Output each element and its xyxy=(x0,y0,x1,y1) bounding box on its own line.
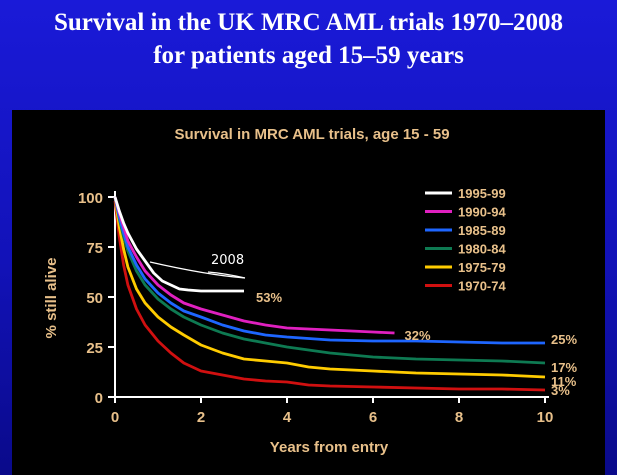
series-line-1980-84 xyxy=(113,196,546,365)
end-label-1995-99: 53% xyxy=(256,290,282,305)
chart-title: Survival in MRC AML trials, age 15 - 59 xyxy=(174,126,449,143)
x-tick-label: 4 xyxy=(283,409,292,426)
series-line-1975-79 xyxy=(113,196,546,379)
series-lines xyxy=(113,196,546,392)
end-label-1970-74: 3% xyxy=(551,383,570,398)
chart-panel xyxy=(12,110,605,475)
end-label-1990-94: 32% xyxy=(405,328,431,343)
series-line-1985-89 xyxy=(113,196,545,345)
annotation-arrow-tail xyxy=(207,271,246,279)
legend-label-1990-94: 1990-94 xyxy=(458,205,506,220)
x-tick-label: 6 xyxy=(369,409,377,426)
y-tick-label: 25 xyxy=(86,340,103,357)
series-line-1995-99 xyxy=(113,196,244,293)
end-label-1980-84: 17% xyxy=(551,360,577,375)
slide-title: Survival in the UK MRC AML trials 1970–2… xyxy=(0,6,617,72)
y-tick-label: 0 xyxy=(95,390,103,407)
series-line-1970-74 xyxy=(113,200,546,392)
annotation-text: 2008 xyxy=(211,253,244,268)
y-axis-label: % still alive xyxy=(43,258,60,339)
x-tick-label: 8 xyxy=(455,409,463,426)
x-tick-label: 0 xyxy=(111,409,119,426)
end-label-1985-89: 25% xyxy=(551,332,577,347)
axes: 0 25 50 75 100 0 2 4 6 8 10 xyxy=(78,190,553,426)
legend-label-1985-89: 1985-89 xyxy=(458,223,506,238)
x-tick-label: 2 xyxy=(197,409,205,426)
legend-label-1970-74: 1970-74 xyxy=(458,279,506,294)
end-label-1975-79: 11% xyxy=(551,374,577,389)
annotation: 2008 xyxy=(149,253,246,279)
legend-label-1980-84: 1980-84 xyxy=(458,242,506,257)
series-line-1990-94 xyxy=(113,196,395,335)
end-labels: 3%11%17% 25% 32% 53% xyxy=(256,290,577,398)
legend: 1995-99 1990-94 1985-89 1980-84 1975-79 1970-… xyxy=(425,186,506,294)
y-tick-label: 50 xyxy=(86,290,103,307)
annotation-arrow xyxy=(149,261,246,279)
slide-title-line2: for patients aged 15–59 years xyxy=(153,42,464,69)
legend-label-1995-99: 1995-99 xyxy=(458,186,506,201)
y-tick-label: 100 xyxy=(78,190,103,207)
x-tick-label: 10 xyxy=(537,409,554,426)
slide-title-line1: Survival in the UK MRC AML trials 1970–2… xyxy=(53,9,564,36)
legend-label-1975-79: 1975-79 xyxy=(458,260,506,275)
x-axis-label: Years from entry xyxy=(270,439,389,456)
y-tick-label: 75 xyxy=(86,240,103,257)
